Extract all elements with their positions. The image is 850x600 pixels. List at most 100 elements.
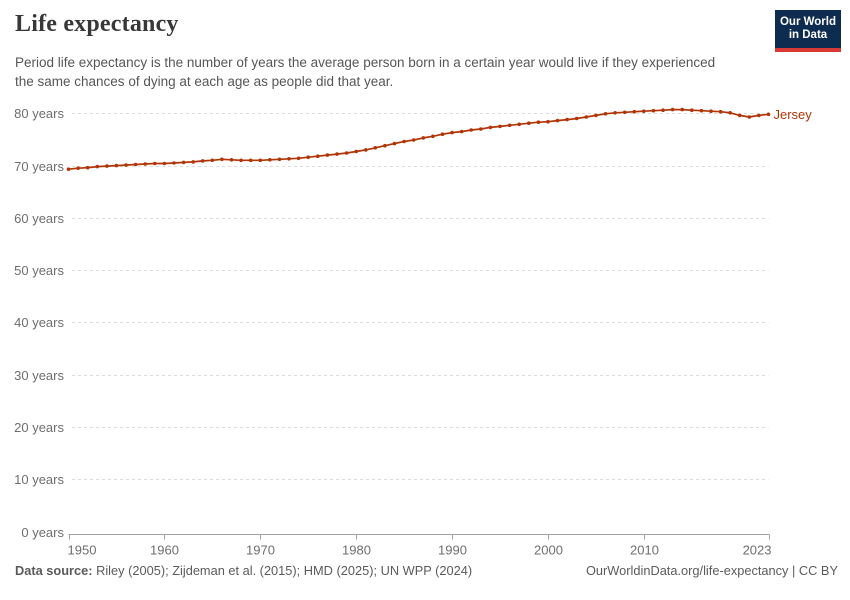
data-line-jersey[interactable]	[67, 108, 770, 171]
data-point[interactable]	[632, 109, 637, 114]
y-axis-tick-label: 70 years	[14, 159, 64, 174]
data-point[interactable]	[498, 124, 502, 129]
data-point[interactable]	[373, 146, 378, 150]
data-point[interactable]	[172, 161, 176, 165]
page-title: Life expectancy	[15, 11, 179, 37]
data-point[interactable]	[737, 113, 742, 118]
data-point[interactable]	[153, 161, 157, 166]
data-point[interactable]	[200, 159, 205, 163]
y-axis-tick-label: 80 years	[14, 106, 64, 121]
data-point[interactable]	[296, 156, 301, 161]
y-axis-tick-label: 20 years	[14, 420, 64, 435]
data-point[interactable]	[421, 136, 426, 140]
data-point[interactable]	[728, 111, 732, 115]
data-point[interactable]	[584, 115, 589, 119]
data-point[interactable]	[95, 164, 100, 169]
data-point[interactable]	[536, 120, 541, 124]
x-axis-tick-label: 1950	[68, 543, 97, 558]
data-point[interactable]	[747, 115, 752, 119]
data-point[interactable]	[66, 167, 71, 171]
data-point[interactable]	[124, 163, 128, 167]
data-point[interactable]	[248, 158, 253, 163]
data-point[interactable]	[287, 157, 291, 161]
data-point[interactable]	[364, 148, 368, 152]
data-point[interactable]	[613, 111, 617, 115]
data-point[interactable]	[555, 118, 560, 123]
y-axis-tick-label: 40 years	[14, 315, 64, 330]
data-point[interactable]	[143, 162, 147, 166]
data-point[interactable]	[488, 125, 493, 130]
data-point[interactable]	[517, 122, 521, 127]
data-point[interactable]	[133, 162, 138, 167]
data-point[interactable]	[277, 157, 282, 162]
data-point[interactable]	[450, 130, 454, 135]
x-axis-tick-label: 2023	[743, 543, 772, 558]
data-point[interactable]	[699, 108, 704, 113]
x-axis-tick-label: 1970	[246, 543, 275, 558]
x-axis-tick-label: 1990	[438, 543, 467, 558]
data-point[interactable]	[431, 134, 435, 139]
data-point[interactable]	[383, 143, 387, 148]
data-point[interactable]	[229, 158, 234, 162]
data-point[interactable]	[766, 112, 771, 117]
data-point[interactable]	[239, 158, 243, 163]
data-point[interactable]	[757, 113, 761, 118]
data-point[interactable]	[642, 109, 646, 113]
data-point[interactable]	[670, 107, 675, 112]
data-point[interactable]	[181, 160, 186, 165]
data-point[interactable]	[316, 154, 320, 158]
data-source-note: Data source: Riley (2005); Zijdeman et a…	[15, 563, 472, 578]
data-point[interactable]	[603, 112, 608, 116]
y-axis-tick-label: 30 years	[14, 368, 64, 383]
data-point[interactable]	[335, 152, 339, 156]
data-point[interactable]	[690, 108, 694, 112]
data-point[interactable]	[574, 116, 579, 121]
data-point[interactable]	[105, 164, 109, 168]
data-point[interactable]	[594, 113, 598, 118]
data-point[interactable]	[402, 139, 406, 144]
data-point[interactable]	[507, 123, 512, 128]
data-point[interactable]	[661, 108, 665, 112]
data-point[interactable]	[651, 108, 656, 113]
license-label: CC BY	[798, 563, 838, 578]
chart-subtitle: Period life expectancy is the number of …	[15, 55, 716, 90]
data-point[interactable]	[527, 121, 531, 125]
footer-url-link[interactable]: OurWorldinData.org/life-expectancy	[585, 563, 789, 578]
data-point[interactable]	[680, 107, 684, 112]
x-axis-tick-label: 1960	[150, 543, 179, 558]
y-axis-tick-label: 50 years	[14, 263, 64, 278]
y-axis-tick-label: 0 years	[21, 525, 64, 540]
x-axis-tick-label: 1980	[342, 543, 371, 558]
data-point[interactable]	[210, 158, 215, 163]
data-point[interactable]	[114, 163, 119, 168]
data-point[interactable]	[354, 149, 359, 154]
data-point[interactable]	[440, 132, 445, 136]
x-axis-tick-label: 2010	[630, 543, 659, 558]
data-point[interactable]	[344, 151, 349, 155]
data-point[interactable]	[325, 153, 330, 157]
data-point[interactable]	[546, 119, 550, 124]
data-point[interactable]	[565, 117, 569, 122]
data-source-label: Data source:	[15, 563, 93, 578]
series-label-jersey[interactable]: Jersey	[774, 107, 813, 122]
data-point[interactable]	[411, 138, 416, 142]
data-point[interactable]	[392, 141, 397, 146]
data-point[interactable]	[76, 166, 80, 170]
data-point[interactable]	[622, 110, 627, 115]
data-point[interactable]	[85, 165, 90, 170]
data-point[interactable]	[718, 109, 723, 114]
data-point[interactable]	[220, 157, 224, 162]
data-point[interactable]	[162, 161, 167, 166]
data-point[interactable]	[268, 158, 272, 162]
data-point[interactable]	[709, 109, 713, 113]
x-axis-tick-label: 2000	[534, 543, 563, 558]
data-point[interactable]	[306, 155, 311, 159]
data-point[interactable]	[459, 129, 464, 134]
line-chart[interactable]: 0 years 10 years 20 years 30 years 40 years 5…	[0, 95, 850, 560]
data-point[interactable]	[258, 158, 263, 163]
data-point[interactable]	[191, 160, 195, 164]
data-point[interactable]	[469, 128, 474, 132]
owid-logo-line1: Our World	[779, 15, 836, 28]
data-point[interactable]	[479, 127, 483, 131]
